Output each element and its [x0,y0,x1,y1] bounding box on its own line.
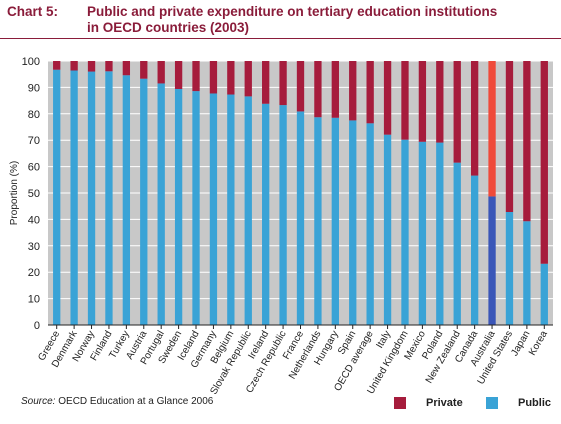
bar-public [401,139,409,325]
bar-public [122,75,131,325]
bar-private [470,61,479,176]
legend-private-swatch [394,397,406,409]
bar-private [157,61,165,84]
bar-private [540,61,548,264]
chart-title-line-2: in OECD countries (2003) [87,20,250,35]
bar-private [296,61,305,112]
bar-private [279,61,287,106]
legend-public-swatch [486,397,498,409]
chart-number: Chart 5: [7,4,59,19]
bar-public [244,96,252,325]
y-tick-label: 70 [28,135,40,147]
source-label: Source: [21,396,56,407]
y-axis-title: Proportion (%) [9,161,20,225]
bar-private [366,61,374,124]
bar-public [70,70,78,325]
bar-public [436,142,444,325]
bar-private [192,61,200,92]
bar-private [453,61,461,163]
bar-private [140,61,148,79]
bar-private [227,61,235,95]
bar-public [209,93,218,325]
bar-public [470,175,479,325]
bar-public [488,196,496,325]
bar-private [53,61,61,70]
bar-public [192,91,200,325]
y-tick-label: 90 [28,82,40,94]
legend-private-label: Private [426,397,463,409]
bar-public [105,71,113,326]
bar-private [349,61,357,121]
bar-private [244,61,252,97]
bar-public [418,141,427,325]
bar-private [174,61,183,89]
legend-public-label: Public [518,397,552,409]
bar-public [140,78,148,325]
bar-private [262,61,270,104]
bar-private [505,61,514,213]
bar-private [331,61,339,118]
x-tick-label: Korea [527,329,550,358]
bar-public [523,221,531,325]
bar-public [540,263,548,325]
bar-private [209,61,218,94]
bar-public [227,94,235,325]
bar-private [87,61,96,72]
bar-private [105,61,113,72]
bar-public [366,123,374,325]
y-tick-label: 10 [28,294,40,306]
bar-public [453,162,461,325]
bar-private [314,61,322,118]
y-tick-label: 50 [28,188,40,200]
bar-public [157,83,165,325]
bar-private [122,61,131,76]
bar-private [523,61,531,222]
bar-public [87,71,96,325]
bar-private [70,61,78,71]
bar-public [383,134,392,325]
bar-public [349,120,357,326]
bar-public [505,212,514,325]
bar-public [331,117,339,325]
bar-public [314,117,322,326]
bar-private [488,61,496,197]
title-divider [0,38,561,39]
y-tick-label: 80 [28,109,40,121]
y-tick-label: 60 [28,162,40,174]
bar-public [279,105,287,325]
bar-private [401,61,409,140]
bar-private [383,61,392,135]
bar-public [262,103,270,325]
bar-public [53,69,61,325]
y-tick-label: 30 [28,241,40,253]
y-tick-label: 40 [28,214,40,226]
bar-public [174,88,183,325]
source-text: OECD Education at a Glance 2006 [58,396,214,407]
bar-public [296,111,305,325]
y-tick-label: 100 [22,56,40,68]
bar-private [418,61,427,142]
y-tick-label: 20 [28,267,40,279]
bar-private [436,61,444,143]
chart-title-line-1: Public and private expenditure on tertia… [87,4,498,19]
source-note: Source: OECD Education at a Glance 2006 [21,396,213,407]
y-tick-label: 0 [34,320,40,332]
